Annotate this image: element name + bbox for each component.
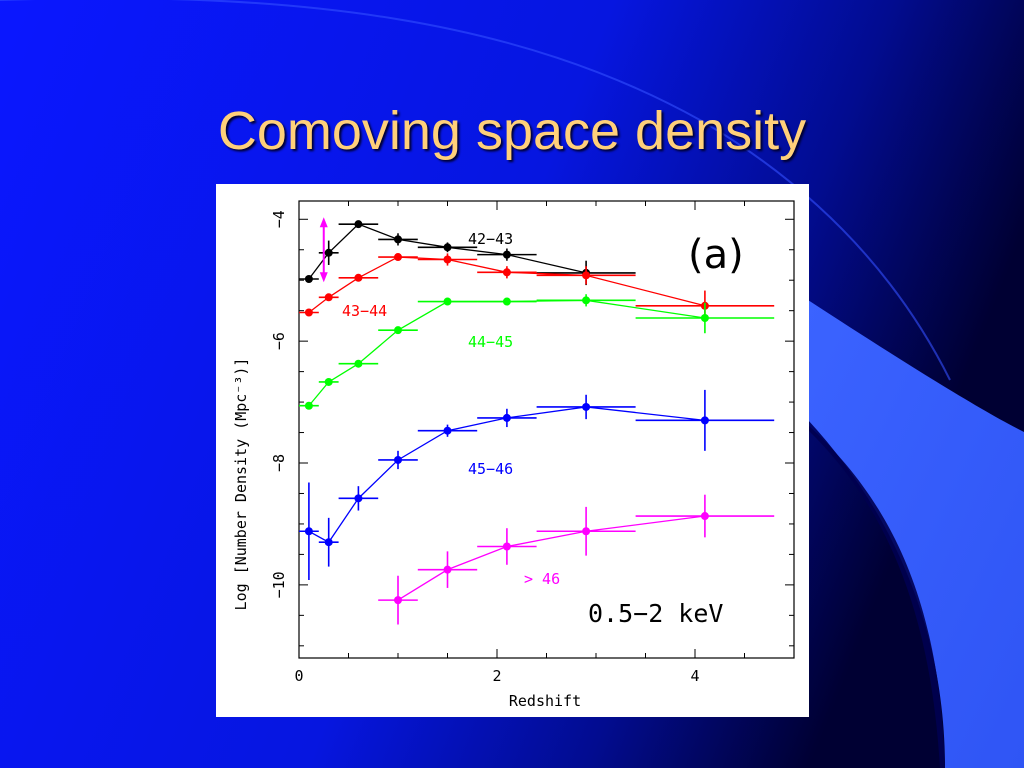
data-point	[582, 527, 591, 536]
arrow-head-down	[319, 272, 328, 283]
data-point	[700, 313, 709, 322]
slide-title: Comoving space density	[217, 101, 807, 161]
data-point	[394, 455, 402, 464]
data-point	[394, 235, 402, 244]
data-point	[582, 271, 591, 280]
background-swoosh	[808, 300, 1024, 768]
x-tick-label: 0	[294, 667, 303, 685]
data-point	[582, 402, 591, 411]
y-tick-label: −4	[270, 210, 288, 228]
data-point	[394, 253, 402, 262]
data-point	[502, 250, 511, 259]
background-arc	[0, 0, 951, 381]
data-point	[443, 255, 452, 264]
chart-x-axis-label: Redshift	[509, 692, 581, 710]
data-point	[394, 326, 402, 335]
data-point	[354, 273, 363, 282]
series-label: 45−46	[468, 460, 513, 478]
chart-band-label: 0.5−2 keV	[588, 599, 723, 628]
series-3: 45−46	[299, 389, 775, 581]
data-point	[354, 220, 363, 229]
data-point	[304, 527, 313, 536]
data-point	[443, 297, 452, 306]
data-point	[304, 308, 313, 317]
x-tick-label: 4	[690, 667, 699, 685]
data-point	[324, 538, 333, 547]
series-label: 42−43	[468, 230, 513, 248]
series-label: > 46	[524, 570, 560, 588]
x-tick-label: 2	[492, 667, 501, 685]
series-line	[308, 406, 705, 544]
chart-series-layer: 42−43 43−44 44−45 45−46 > 46	[299, 217, 775, 625]
y-tick-label: −6	[270, 332, 288, 350]
data-point	[324, 293, 333, 302]
data-point	[502, 413, 511, 422]
data-point	[700, 512, 709, 521]
chart-panel-label: (a)	[688, 232, 744, 278]
data-point	[324, 248, 333, 257]
background-swoosh-shadow	[808, 425, 945, 768]
chart-figure: 0 2 4 −4 −6 −8 −10 42−43 43−44 44−45 45−46 > 46 (a…	[216, 184, 809, 717]
arrow-head-up	[319, 217, 328, 228]
chart-axes: 0 2 4 −4 −6 −8 −10	[270, 200, 795, 685]
data-point	[700, 416, 709, 425]
data-point	[354, 494, 363, 503]
series-4: > 46	[378, 494, 775, 625]
series-label: 43−44	[342, 302, 387, 320]
data-point	[304, 274, 313, 283]
data-point	[394, 596, 402, 605]
series-label: 44−45	[468, 333, 513, 351]
y-tick-label: −10	[270, 571, 288, 598]
annotation-double-arrow	[319, 217, 328, 283]
series-0: 42−43	[299, 220, 636, 286]
y-tick-label: −8	[270, 454, 288, 472]
data-point	[502, 297, 511, 306]
data-point	[354, 359, 363, 368]
chart-y-axis-label: Log [Number Density (Mpc⁻³)]	[232, 358, 250, 611]
data-point	[443, 426, 452, 435]
data-point	[502, 268, 511, 277]
data-point	[443, 565, 452, 574]
data-point	[582, 296, 591, 305]
chart-svg: 0 2 4 −4 −6 −8 −10 42−43 43−44 44−45 45−46 > 46 (a…	[232, 200, 795, 710]
series-2: 44−45	[299, 294, 775, 410]
data-point	[502, 542, 511, 551]
data-point	[324, 377, 333, 386]
data-point	[304, 401, 313, 410]
data-point	[443, 243, 452, 252]
